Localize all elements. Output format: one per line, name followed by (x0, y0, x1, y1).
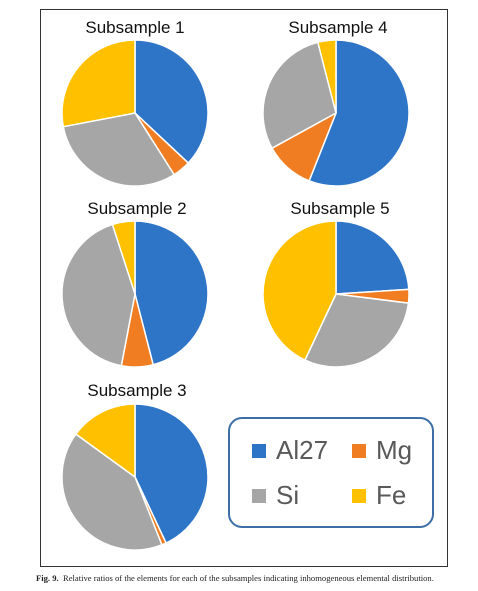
pie-chart-3: Subsample 2 (61, 199, 209, 368)
pie-slice-al27 (134, 403, 209, 544)
legend-item-al27: Al27 (252, 435, 328, 466)
pie-slice-si (61, 223, 136, 367)
legend-label-mg: Mg (376, 435, 413, 465)
pie-chart-5: Subsample 3 (61, 381, 209, 551)
caption-prefix: Fig. 9. (36, 573, 59, 583)
pie-slice-al27 (308, 39, 410, 187)
legend-swatch-fe (352, 488, 366, 503)
pie-chart-1: Subsample 1 (61, 18, 209, 187)
pie-slice-si (304, 293, 410, 368)
pie-slice-al27 (134, 220, 209, 366)
legend-item-mg: Mg (352, 435, 412, 466)
pie-slice-si (62, 112, 175, 187)
legend-swatch-si (252, 488, 266, 503)
pie-title: Subsample 2 (87, 199, 186, 218)
pie-slice-fe (75, 403, 136, 478)
pie-slice-fe (61, 39, 136, 128)
legend-item-si: Si (252, 480, 299, 511)
legend-label-fe: Fe (376, 480, 407, 510)
legend-item-fe: Fe (352, 480, 406, 511)
pie-chart-2: Subsample 4 (262, 18, 410, 187)
pie-title: Subsample 4 (288, 18, 387, 37)
pie-slice-al27 (335, 220, 410, 295)
legend: Al27 Mg Si Fe (228, 417, 434, 528)
figure-frame (40, 9, 448, 567)
pie-slice-si (262, 41, 337, 149)
pie-slice-fe (111, 220, 136, 295)
legend-swatch-al27 (252, 443, 266, 458)
legend-label-al27: Al27 (276, 435, 329, 465)
figure-caption: Fig. 9. Relative ratios of the elements … (36, 573, 456, 583)
caption-text: Relative ratios of the elements for each… (62, 573, 434, 583)
legend-swatch-mg (352, 443, 366, 458)
pie-title: Subsample 3 (87, 381, 186, 400)
pie-slice-fe (262, 220, 337, 361)
pie-chart-4: Subsample 5 (262, 199, 410, 368)
pie-slice-al27 (134, 39, 209, 164)
pie-slice-si (61, 433, 163, 551)
legend-label-si: Si (276, 480, 300, 510)
pie-title: Subsample 1 (85, 18, 184, 37)
pie-slice-fe (317, 39, 337, 114)
pie-title: Subsample 5 (290, 199, 389, 218)
